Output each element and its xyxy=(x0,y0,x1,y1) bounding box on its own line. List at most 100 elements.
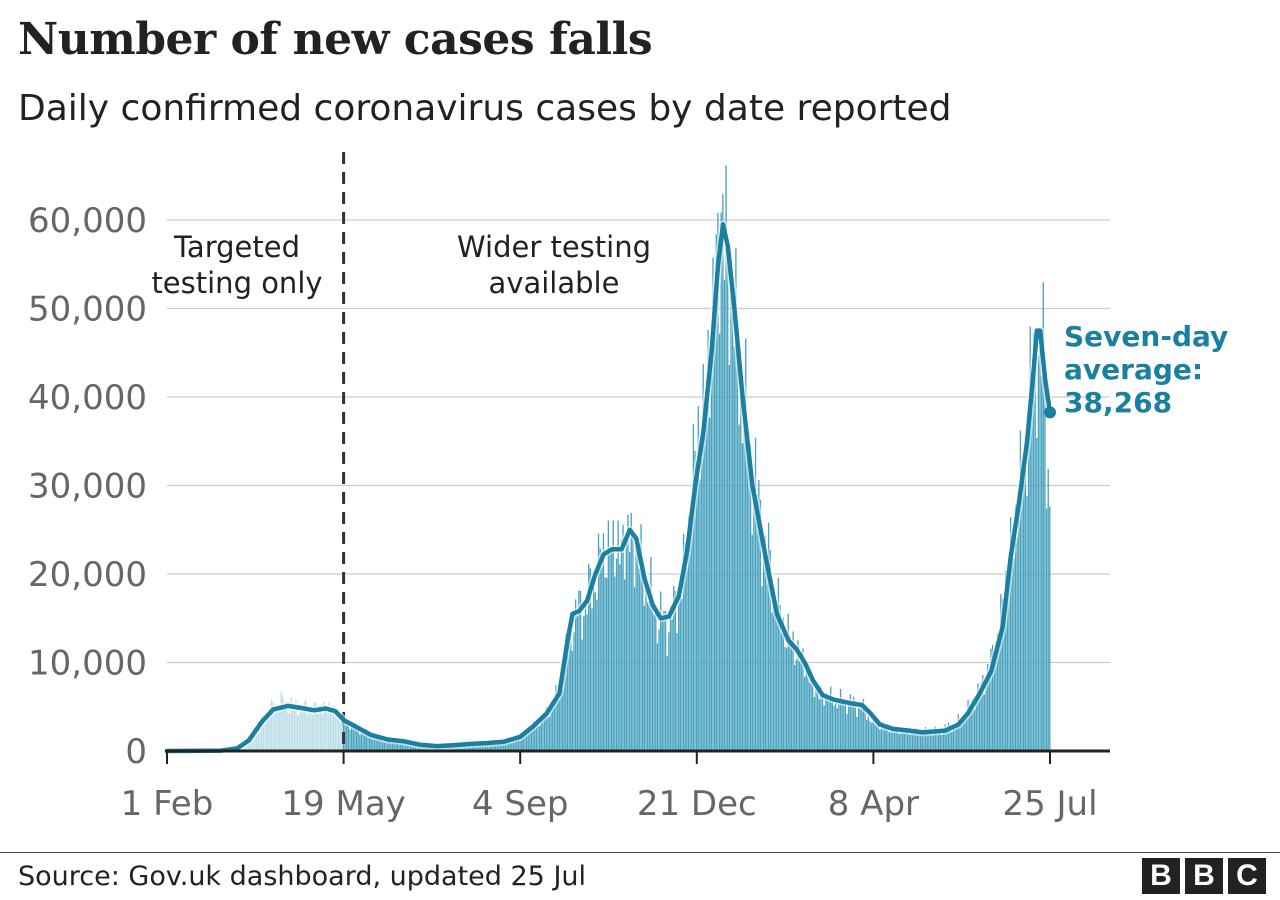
daily-bar xyxy=(368,737,371,751)
daily-bar xyxy=(566,639,569,751)
daily-bar xyxy=(293,703,296,751)
daily-bar xyxy=(965,716,968,751)
daily-bar xyxy=(764,535,766,751)
daily-bar xyxy=(1039,341,1041,751)
daily-bar xyxy=(1006,579,1009,751)
daily-bar xyxy=(499,742,502,751)
daily-bar xyxy=(525,730,528,751)
daily-bar xyxy=(802,648,804,751)
daily-bar xyxy=(812,676,814,751)
daily-bar xyxy=(319,709,322,751)
daily-bar xyxy=(403,741,405,751)
daily-bar xyxy=(861,708,863,751)
daily-bar xyxy=(815,686,817,751)
daily-bar xyxy=(663,610,665,751)
y-tick-label: 30,000 xyxy=(28,467,147,507)
daily-bar xyxy=(942,728,945,751)
daily-bar xyxy=(537,718,539,751)
daily-bar xyxy=(524,733,526,751)
daily-bar xyxy=(893,730,896,751)
region-label-line: testing only xyxy=(151,266,322,300)
daily-bar xyxy=(713,327,716,751)
daily-bar xyxy=(1014,504,1017,751)
daily-bar xyxy=(599,548,601,751)
daily-bar xyxy=(579,591,582,751)
daily-bar xyxy=(1018,504,1020,751)
daily-bar xyxy=(877,722,879,751)
daily-bar xyxy=(887,724,889,751)
daily-bar xyxy=(270,699,273,751)
daily-bar xyxy=(882,722,884,751)
daily-bar xyxy=(908,734,910,751)
daily-bar xyxy=(252,731,255,751)
daily-bar xyxy=(851,703,853,751)
daily-bar xyxy=(1009,517,1012,751)
daily-bar xyxy=(267,710,269,751)
daily-bar xyxy=(560,681,562,751)
daily-bar xyxy=(372,738,374,751)
daily-bar xyxy=(300,703,302,751)
y-tick-label: 10,000 xyxy=(28,644,147,684)
daily-bar xyxy=(347,720,350,751)
daily-bar xyxy=(836,708,838,751)
daily-bar xyxy=(530,726,533,751)
seven-day-average xyxy=(163,220,1056,755)
daily-bar xyxy=(628,552,631,751)
daily-bar xyxy=(568,630,570,751)
daily-bar xyxy=(987,663,989,751)
daily-bar xyxy=(310,707,312,751)
daily-bar xyxy=(848,704,850,751)
daily-bar xyxy=(398,739,400,751)
daily-bar xyxy=(939,728,941,751)
daily-bar xyxy=(859,705,861,751)
daily-bar xyxy=(1008,577,1010,751)
gridlines xyxy=(167,219,1110,664)
average-annotation-line: average: xyxy=(1064,353,1203,386)
chart-title: Number of new cases falls xyxy=(18,14,653,65)
daily-bar xyxy=(745,338,747,751)
daily-bar xyxy=(910,729,912,751)
daily-bar xyxy=(756,495,758,751)
daily-bar xyxy=(316,713,318,751)
daily-bar xyxy=(553,704,556,751)
daily-bar xyxy=(967,699,969,751)
daily-bar xyxy=(306,714,309,751)
daily-bar xyxy=(753,495,755,751)
daily-bar xyxy=(695,461,698,751)
daily-bar xyxy=(491,743,493,751)
daily-bar xyxy=(660,591,662,751)
source-note: Source: Gov.uk dashboard, updated 25 Jul xyxy=(18,861,587,892)
daily-bar xyxy=(1032,332,1035,751)
daily-bar xyxy=(1044,383,1046,751)
daily-bar xyxy=(718,333,721,751)
daily-bar xyxy=(303,702,305,751)
daily-bar xyxy=(1000,594,1002,751)
daily-bar xyxy=(674,590,677,751)
daily-bar xyxy=(619,564,621,751)
daily-bar xyxy=(259,723,261,751)
daily-bar xyxy=(969,704,971,751)
daily-bar xyxy=(679,593,681,751)
daily-bar xyxy=(723,280,726,751)
daily-bar xyxy=(1042,282,1044,751)
daily-bar xyxy=(411,743,413,751)
daily-bar xyxy=(511,741,513,751)
daily-bar xyxy=(763,553,765,751)
daily-bar xyxy=(298,713,300,751)
daily-bar xyxy=(691,525,693,751)
daily-bar xyxy=(913,733,915,751)
daily-bar xyxy=(929,730,932,751)
daily-bar xyxy=(1021,487,1023,751)
daily-bar xyxy=(262,714,264,751)
daily-bar xyxy=(666,655,668,751)
daily-bar xyxy=(934,726,937,751)
daily-bar xyxy=(1037,355,1040,751)
daily-bar xyxy=(280,691,282,751)
daily-bar xyxy=(486,744,489,751)
daily-bar xyxy=(792,631,794,751)
daily-bar xyxy=(872,714,874,751)
daily-bar xyxy=(620,539,623,751)
daily-bar xyxy=(895,727,897,751)
daily-bar xyxy=(849,694,852,751)
daily-bar xyxy=(597,533,600,751)
